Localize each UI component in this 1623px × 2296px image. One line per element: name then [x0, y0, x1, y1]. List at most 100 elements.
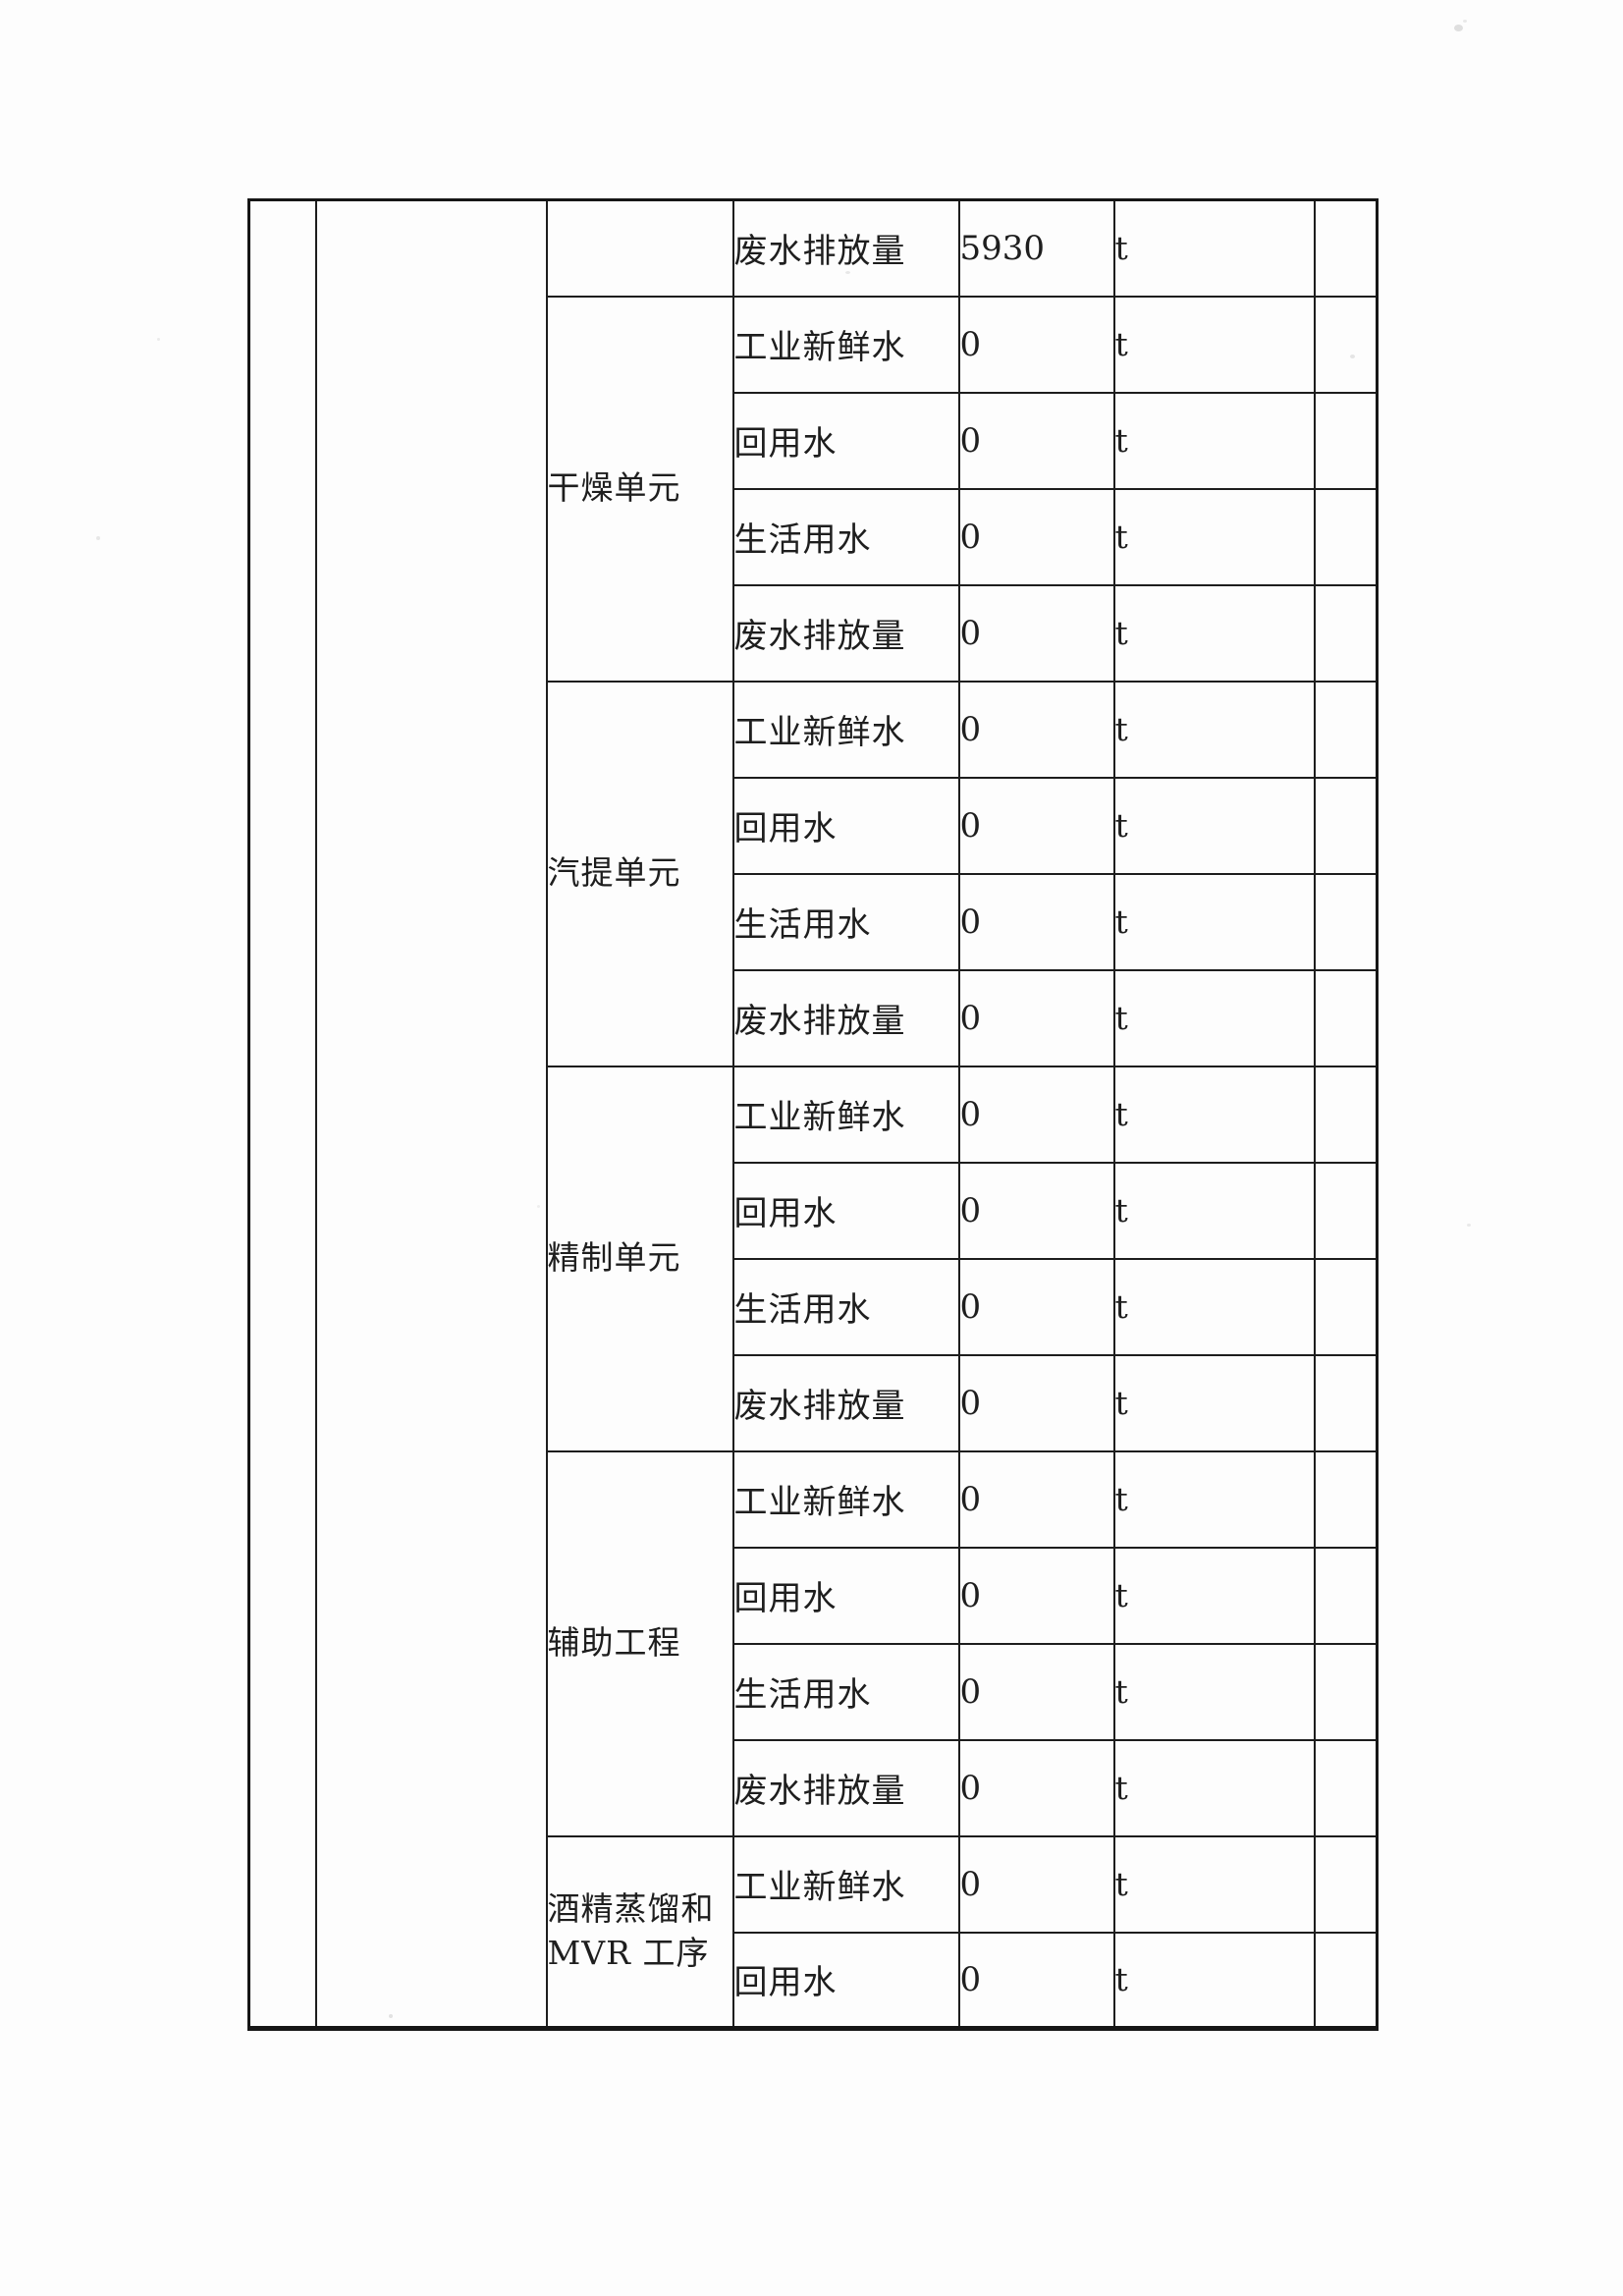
measure-unit-cell: t: [1112, 1449, 1316, 1549]
table-row: 废水排放量 0 t: [249, 968, 1379, 1067]
right-spacer-cell: [1313, 1642, 1379, 1741]
water-category-cell: 废水排放量: [731, 1738, 960, 1837]
right-spacer-cell: [1313, 295, 1379, 394]
value-cell: 0: [957, 968, 1115, 1067]
right-spacer-cell: [1313, 487, 1379, 586]
scan-speck: [845, 271, 850, 274]
water-category-cell: 工业新鲜水: [731, 680, 960, 779]
table-row: 回用水 0 t: [249, 391, 1379, 490]
right-spacer-cell: [1313, 1931, 1379, 2030]
measure-unit-cell: t: [1112, 1546, 1316, 1645]
water-category-cell: 回用水: [731, 1546, 960, 1645]
left-spacer-cell: [314, 198, 548, 2030]
table-row: 精制单元 工业新鲜水 0 t: [249, 1065, 1379, 1452]
unit-name-cell: [545, 198, 734, 298]
water-category-cell: 工业新鲜水: [731, 1834, 960, 1934]
right-spacer-cell: [1313, 391, 1379, 490]
table-row: 生活用水 0 t: [249, 487, 1379, 586]
measure-unit-cell: t: [1112, 1353, 1316, 1452]
value-cell: 0: [957, 1257, 1115, 1356]
water-category-cell: 废水排放量: [731, 968, 960, 1067]
scan-speck: [1454, 25, 1463, 31]
value-cell: 0: [957, 872, 1115, 971]
water-category-cell: 废水排放量: [731, 1353, 960, 1452]
right-spacer-cell: [1313, 198, 1379, 298]
value-cell: 0: [957, 295, 1115, 394]
value-cell: 0: [957, 680, 1115, 779]
measure-unit-cell: t: [1112, 391, 1316, 490]
table-row: 干燥单元 工业新鲜水 0 t: [249, 295, 1379, 683]
value-cell: 0: [957, 1353, 1115, 1452]
right-spacer-cell: [1313, 872, 1379, 971]
value-cell: 0: [957, 1834, 1115, 1934]
right-spacer-cell: [1313, 1257, 1379, 1356]
table-row: 回用水 0 t: [249, 1931, 1379, 2030]
table-row: 汽提单元 工业新鲜水 0 t: [249, 680, 1379, 1067]
water-category-cell: 工业新鲜水: [731, 1449, 960, 1549]
table-row: 生活用水 0 t: [249, 1642, 1379, 1741]
value-cell: 0: [957, 1546, 1115, 1645]
table-row: 回用水 0 t: [249, 776, 1379, 875]
measure-unit-cell: t: [1112, 1642, 1316, 1741]
scan-speck: [96, 536, 100, 540]
right-spacer-cell: [1313, 1161, 1379, 1260]
measure-unit-cell: t: [1112, 1161, 1316, 1260]
value-cell: 0: [957, 776, 1115, 875]
right-spacer-cell: [1313, 1065, 1379, 1164]
value-cell: 0: [957, 583, 1115, 683]
table-row: 废水排放量 0 t: [249, 1738, 1379, 1837]
value-cell: 0: [957, 1161, 1115, 1260]
measure-unit-cell: t: [1112, 1738, 1316, 1837]
value-cell: 0: [957, 1449, 1115, 1549]
scan-speck: [1463, 20, 1467, 23]
right-spacer-cell: [1313, 680, 1379, 779]
right-spacer-cell: [1313, 1449, 1379, 1549]
water-category-cell: 工业新鲜水: [731, 1065, 960, 1164]
measure-unit-cell: t: [1112, 968, 1316, 1067]
value-cell: 0: [957, 487, 1115, 586]
value-cell: 5930: [957, 198, 1115, 298]
unit-name-cell: 精制单元: [545, 1065, 734, 1452]
left-margin-cell: [247, 198, 317, 2030]
right-spacer-cell: [1313, 968, 1379, 1067]
unit-name-cell: 汽提单元: [545, 680, 734, 1067]
water-category-cell: 生活用水: [731, 1257, 960, 1356]
water-category-cell: 废水排放量: [731, 583, 960, 683]
scan-speck: [537, 1205, 540, 1208]
scan-speck: [389, 2014, 393, 2018]
scan-speck: [157, 338, 160, 341]
water-category-cell: 回用水: [731, 391, 960, 490]
right-spacer-cell: [1313, 1738, 1379, 1837]
unit-name-cell: 干燥单元: [545, 295, 734, 683]
measure-unit-cell: t: [1112, 680, 1316, 779]
water-category-cell: 回用水: [731, 1161, 960, 1260]
water-usage-table: 废水排放量 5930 t 干燥单元 工业新鲜水 0 t 回用水 0 t 生活用水…: [247, 198, 1379, 2031]
right-spacer-cell: [1313, 776, 1379, 875]
table-row: 废水排放量 0 t: [249, 1353, 1379, 1452]
measure-unit-cell: t: [1112, 1065, 1316, 1164]
scan-speck: [1467, 1224, 1471, 1227]
value-cell: 0: [957, 1642, 1115, 1741]
value-cell: 0: [957, 1065, 1115, 1164]
measure-unit-cell: t: [1112, 583, 1316, 683]
measure-unit-cell: t: [1112, 198, 1316, 298]
water-category-cell: 回用水: [731, 1931, 960, 2030]
measure-unit-cell: t: [1112, 1257, 1316, 1356]
measure-unit-cell: t: [1112, 295, 1316, 394]
table-row: 废水排放量 0 t: [249, 583, 1379, 683]
right-spacer-cell: [1313, 1546, 1379, 1645]
table-row: 酒精蒸馏和 MVR 工序 工业新鲜水 0 t: [249, 1834, 1379, 2030]
right-spacer-cell: [1313, 583, 1379, 683]
water-category-cell: 生活用水: [731, 1642, 960, 1741]
water-category-cell: 废水排放量: [731, 198, 960, 298]
table-row: 生活用水 0 t: [249, 872, 1379, 971]
unit-name-cell: 辅助工程: [545, 1449, 734, 1837]
water-category-cell: 工业新鲜水: [731, 295, 960, 394]
value-cell: 0: [957, 1931, 1115, 2030]
measure-unit-cell: t: [1112, 872, 1316, 971]
water-category-cell: 生活用水: [731, 872, 960, 971]
table-row: 废水排放量 5930 t: [247, 198, 1379, 2030]
scan-speck: [1350, 355, 1355, 358]
right-spacer-cell: [1313, 1834, 1379, 1934]
